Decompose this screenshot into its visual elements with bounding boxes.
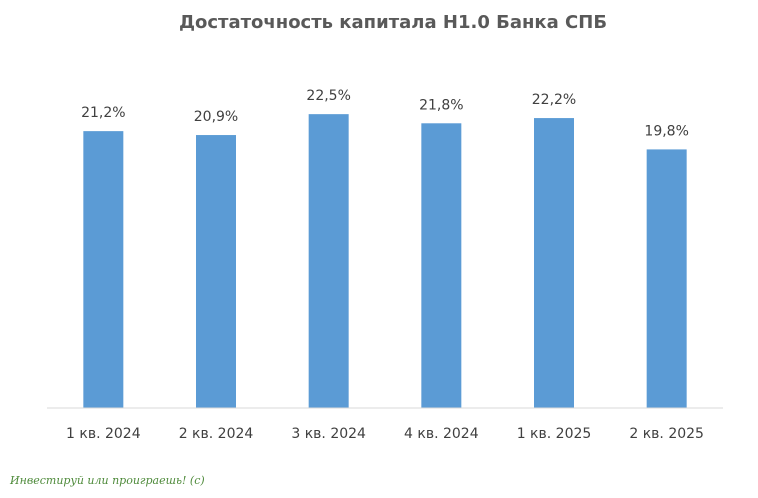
x-tick-labels-layer: 1 кв. 2024 2 кв. 2024 3 кв. 2024 4 кв. 2024… [66,426,704,442]
x-tick-label-6: 2 кв. 2025 [629,426,704,442]
data-label-2: 20,9% [194,109,238,125]
data-label-5: 22,2% [532,92,576,108]
bar-1 [83,131,124,409]
x-tick-label-2: 2 кв. 2024 [179,426,254,442]
data-label-4: 21,8% [419,97,463,113]
bar-4 [421,123,462,409]
chart-title: Достаточность капитала Н1.0 Банка СПБ [179,12,607,33]
bars-layer [83,114,687,409]
x-tick-label-1: 1 кв. 2024 [66,426,141,442]
bar-3 [308,114,349,409]
x-tick-label-5: 1 кв. 2025 [517,426,592,442]
bar-6 [646,149,687,409]
x-tick-label-4: 4 кв. 2024 [404,426,479,442]
bar-2 [196,135,236,408]
data-label-1: 21,2% [81,105,125,121]
data-label-3: 22,5% [306,88,350,104]
data-labels-layer: 21,2% 20,9% 22,5% 21,8% 22,2% 19,8% [81,88,689,139]
watermark-text: Инвестируй или проиграешь! (с) [9,474,205,487]
bar-5 [534,118,574,409]
data-label-6: 19,8% [644,123,688,139]
x-tick-label-3: 3 кв. 2024 [291,426,366,442]
